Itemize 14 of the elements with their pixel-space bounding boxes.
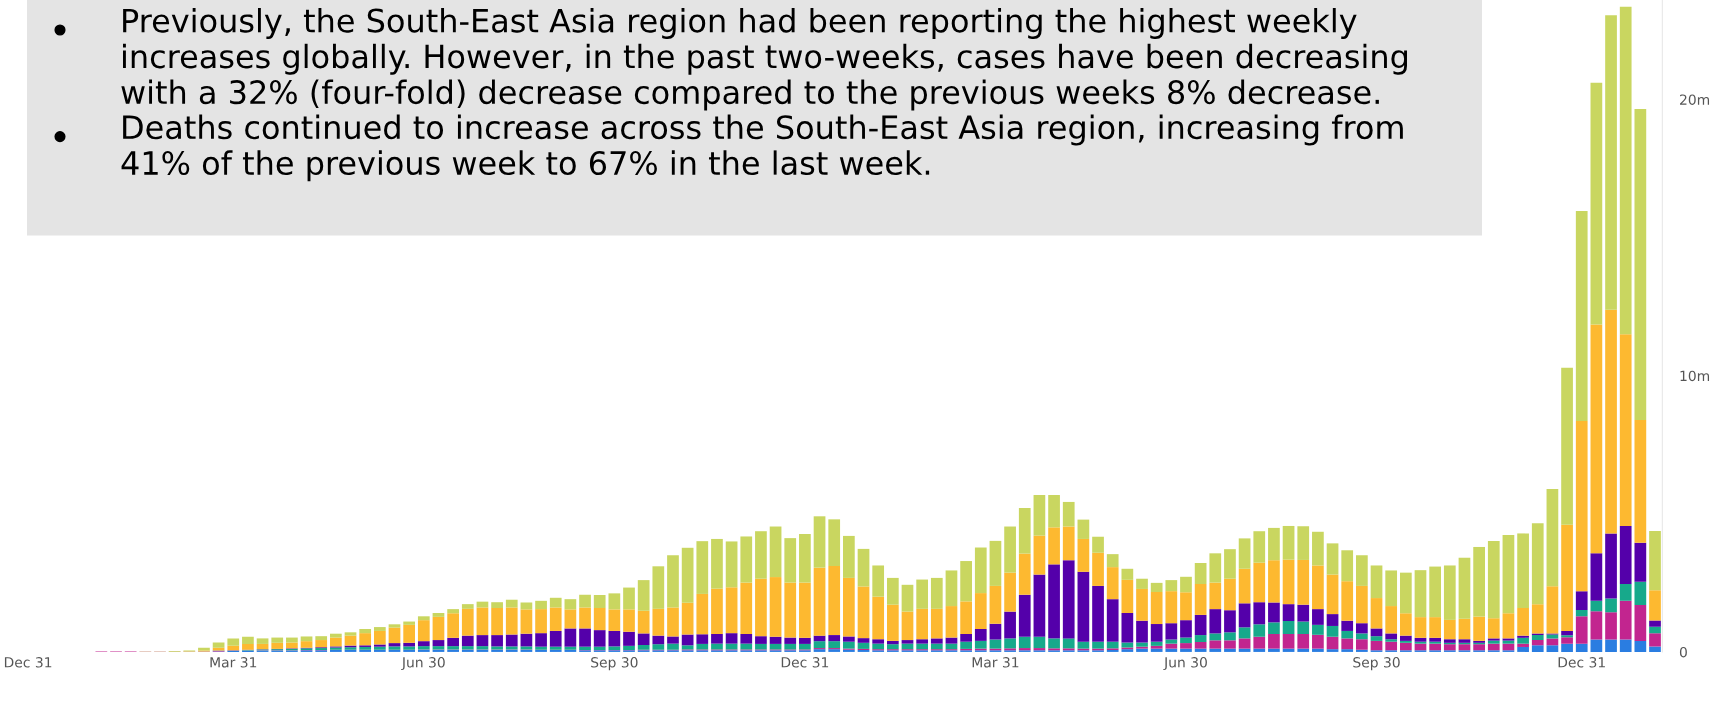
annotation: Deaths continued to increase across the South-East Asia region, increasing from 41% of the previous week to 67% in the last week.: [121, 114, 1403, 182]
x-tick-label: Dec 31: [1558, 657, 1605, 668]
annotation: Previously, the South-East Asia region had been reporting the highest weekly increases globally. However, in the past two-weeks, cases have been decreasing with a 32% (four-fold) decrease compared to the previous weeks 8% decrease.: [121, 8, 1407, 111]
x-tick-label: Jun 30: [401, 657, 445, 671]
y-tick-label: 20m: [1680, 94, 1710, 105]
x-tick-label: Mar 31: [972, 657, 1019, 668]
x-tick-label: Mar 31: [210, 657, 257, 668]
x-tick-label: Jun 30: [1163, 657, 1207, 671]
y-tick-label: 0: [1679, 646, 1687, 658]
x-tick-label: Sep 30: [1353, 657, 1400, 671]
x-tick-label: Dec 31: [781, 657, 829, 668]
x-tick-label: Dec 31: [4, 657, 52, 668]
y-tick-label: 10m: [1680, 370, 1710, 382]
x-tick-label: Sep 30: [591, 657, 638, 671]
